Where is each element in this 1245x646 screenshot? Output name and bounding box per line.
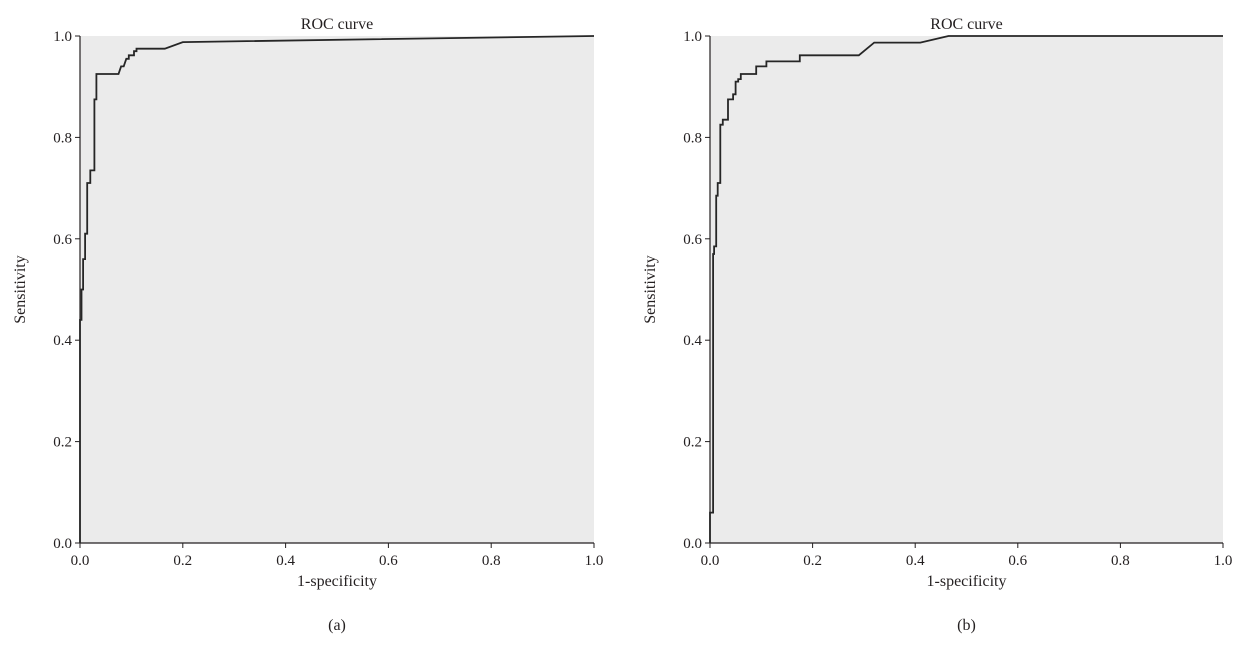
chart-a-x-tick-label: 0.0: [71, 553, 90, 569]
chart-b-y-tick-label: 0.6: [683, 232, 702, 248]
chart-b-y-axis-title: Sensitivity: [642, 255, 659, 323]
chart-a-title: ROC curve: [301, 16, 373, 33]
chart-a-x-tick-label: 0.6: [379, 553, 398, 569]
chart-a-roc-curve: [79, 35, 595, 543]
chart-b-y-tick-label: 0.2: [683, 435, 702, 451]
chart-a-x-tick-label: 0.8: [482, 553, 501, 569]
chart-b-x-tick-label: 0.8: [1111, 553, 1130, 569]
chart-a-x-tick-label: 0.4: [276, 553, 295, 569]
chart-b-x-tick-label: 1.0: [1214, 553, 1233, 569]
chart-b-x-tick-label: 0.6: [1008, 553, 1027, 569]
chart-b-x-tick-label: 0.0: [701, 553, 720, 569]
chart-a-x-axis-title: 1-specificity: [297, 573, 377, 590]
chart-a-y-tick-label: 0.0: [53, 536, 72, 552]
chart-b-y-tick-label: 0.8: [683, 130, 702, 146]
chart-b-y-tick-label: 1.0: [683, 29, 702, 45]
chart-b-caption: (b): [957, 617, 976, 634]
chart-b-title: ROC curve: [930, 16, 1002, 33]
chart-a-plot-area: [80, 36, 594, 543]
chart-b-plot-area: [710, 36, 1223, 543]
chart-a-x-tick-label: 0.2: [173, 553, 192, 569]
chart-a-caption: (a): [328, 617, 346, 634]
chart-b-x-tick-label: 0.2: [803, 553, 822, 569]
chart-a-y-tick-label: 0.4: [53, 333, 72, 349]
chart-a-y-tick-label: 1.0: [53, 29, 72, 45]
chart-a-y-tick-label: 0.8: [53, 130, 72, 146]
chart-b-y-tick-label: 0.4: [683, 333, 702, 349]
chart-b-y-tick-label: 0.0: [683, 536, 702, 552]
chart-a-y-tick-label: 0.6: [53, 232, 72, 248]
chart-a-x-tick-label: 1.0: [585, 553, 604, 569]
chart-a-y-tick-label: 0.2: [53, 435, 72, 451]
chart-a-y-axis-title: Sensitivity: [12, 255, 29, 323]
chart-b-x-axis-title: 1-specificity: [927, 573, 1007, 590]
chart-b-roc-curve: [709, 35, 1223, 543]
chart-b-x-tick-label: 0.4: [906, 553, 925, 569]
